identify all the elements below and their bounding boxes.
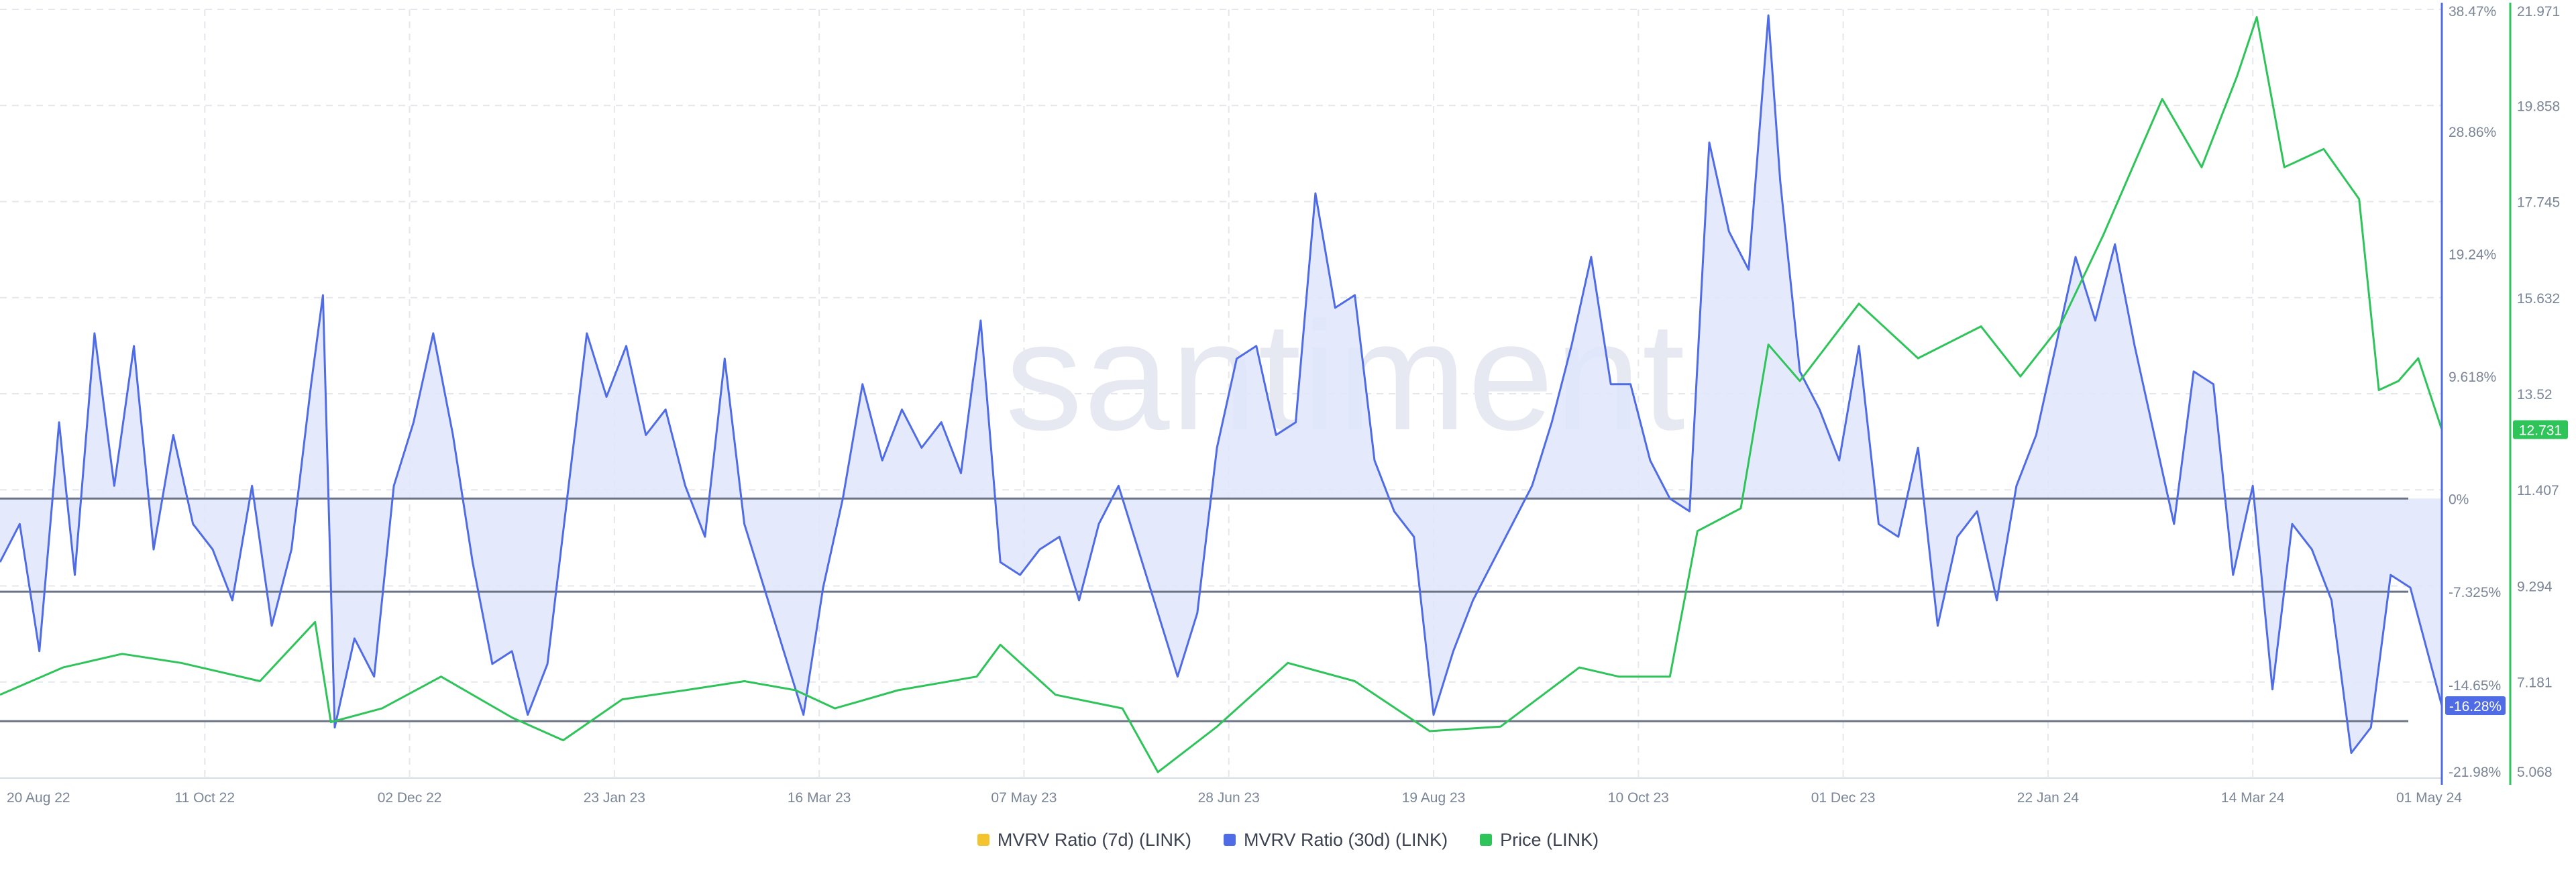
price-tick-label: 21.971 bbox=[2517, 4, 2560, 19]
x-tick-label: 07 May 23 bbox=[991, 790, 1057, 806]
price-tick-label: 19.858 bbox=[2517, 99, 2560, 114]
zone-lines bbox=[0, 497, 2408, 722]
price-last-value-label: 12.731 bbox=[2519, 423, 2562, 438]
price-tick-label: 15.632 bbox=[2517, 291, 2560, 307]
mvrv-tick-label: 19.24% bbox=[2449, 248, 2496, 263]
x-tick-label: 10 Oct 23 bbox=[1608, 790, 1669, 806]
mvrv-tick-label: 9.618% bbox=[2449, 370, 2496, 385]
mvrv-last-value-label: -16.28% bbox=[2449, 699, 2502, 714]
x-tick-label: 01 Dec 23 bbox=[1811, 790, 1876, 806]
legend-swatch-mvrv-30d bbox=[1223, 834, 1236, 846]
mvrv-tick-label: -21.98% bbox=[2449, 765, 2501, 780]
price-line bbox=[0, 16, 2443, 773]
price-tick-label: 17.745 bbox=[2517, 195, 2560, 211]
mvrv-tick-label: -14.65% bbox=[2449, 678, 2501, 694]
mvrv-tick-label: 38.47% bbox=[2449, 4, 2496, 19]
mvrv-tick-label: -7.325% bbox=[2449, 585, 2501, 600]
x-tick-label: 23 Jan 23 bbox=[584, 790, 645, 806]
x-tick-label: 20 Aug 22 bbox=[7, 790, 70, 806]
x-tick-label: 14 Mar 24 bbox=[2221, 790, 2285, 806]
legend-item-mvrv-30d[interactable]: MVRV Ratio (30d) (LINK) bbox=[1223, 829, 1448, 851]
x-tick-label: 28 Jun 23 bbox=[1198, 790, 1260, 806]
legend-swatch-mvrv-7d bbox=[977, 834, 989, 846]
legend-label-mvrv-30d: MVRV Ratio (30d) (LINK) bbox=[1243, 829, 1448, 850]
mvrv-last-value-badge bbox=[2445, 696, 2506, 715]
axis-layer: 20 Aug 22 11 Oct 22 02 Dec 22 23 Jan 23 16 M… bbox=[0, 3, 2568, 806]
price-tick-label: 5.068 bbox=[2517, 765, 2553, 780]
series-layer bbox=[0, 14, 2443, 773]
legend-swatch-price bbox=[1480, 834, 1493, 846]
legend-item-mvrv-7d[interactable]: MVRV Ratio (7d) (LINK) bbox=[977, 830, 1191, 851]
price-tick-label: 7.181 bbox=[2517, 675, 2553, 691]
price-tick-label: 11.407 bbox=[2517, 483, 2559, 498]
x-tick-label: 19 Aug 23 bbox=[1402, 790, 1466, 806]
price-last-value-badge bbox=[2513, 420, 2568, 439]
price-tick-label: 13.52 bbox=[2517, 387, 2553, 402]
x-tick-label: 16 Mar 23 bbox=[788, 790, 851, 806]
legend-label-price: Price (LINK) bbox=[1500, 829, 1599, 850]
legend-label-mvrv-7d: MVRV Ratio (7d) (LINK) bbox=[997, 829, 1191, 850]
legend-item-price[interactable]: Price (LINK) bbox=[1480, 830, 1599, 851]
chart-legend: MVRV Ratio (7d) (LINK) MVRV Ratio (30d) … bbox=[0, 824, 2576, 856]
price-tick-label: 9.294 bbox=[2517, 579, 2553, 594]
x-tick-label: 02 Dec 22 bbox=[378, 790, 442, 806]
mvrv-tick-label: 28.86% bbox=[2449, 125, 2496, 140]
mvrv-tick-label: 0% bbox=[2449, 492, 2469, 507]
x-tick-label: 22 Jan 24 bbox=[2017, 790, 2080, 806]
x-tick-label: 11 Oct 22 bbox=[175, 790, 235, 806]
x-tick-label: 01 May 24 bbox=[2396, 790, 2462, 806]
mvrv-30d-line bbox=[0, 14, 2443, 754]
